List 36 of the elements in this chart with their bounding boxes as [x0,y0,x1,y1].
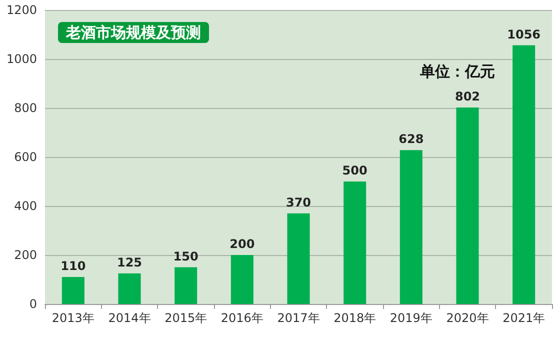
y-tick-label: 1200 [6,3,37,17]
x-tick-label: 2013年 [52,311,94,325]
x-tick-label: 2021年 [502,311,546,325]
bar [62,277,84,304]
data-label: 802 [454,90,480,104]
x-tick-label: 2020年 [446,311,489,325]
data-label: 125 [116,255,142,270]
y-tick-label: 0 [29,297,37,311]
data-label: 500 [342,164,368,178]
y-tick-label: 600 [14,150,37,164]
y-tick-label: 800 [14,101,37,115]
data-label: 1056 [507,27,541,42]
bar [344,182,366,304]
x-tick-label: 2017年 [277,311,320,325]
data-label: 150 [173,249,198,264]
data-label: 370 [286,195,312,210]
x-tick-label: 2018年 [334,311,376,325]
bar [287,213,310,304]
bar [118,273,141,304]
data-label: 628 [398,132,424,146]
bar [400,150,422,304]
bar [512,45,536,304]
annotation: 单位：亿元 [419,62,495,80]
x-tick-label: 2014年 [108,311,151,325]
x-tick-label: 2019年 [390,311,432,325]
text: 老酒市场规模及预测 [65,24,201,42]
x-tick-label: 2015年 [164,311,208,325]
bar [174,267,198,304]
y-tick-label: 1000 [6,52,37,66]
data-label: 110 [60,259,86,274]
y-tick-label: 400 [14,199,37,213]
y-tick-label: 200 [14,248,37,262]
bar [230,255,254,304]
data-label: 200 [230,237,255,251]
x-tick-label: 2016年 [220,311,264,325]
bar [456,108,479,304]
